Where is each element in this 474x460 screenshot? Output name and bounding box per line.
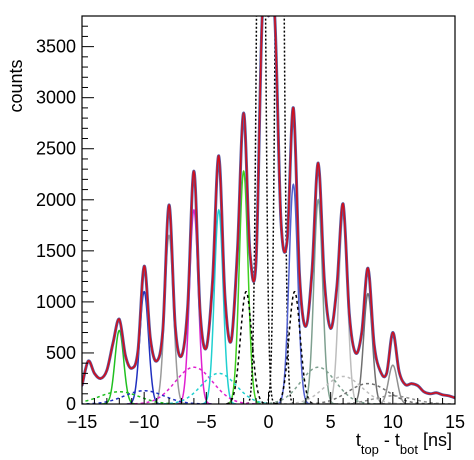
y-axis-title: counts: [6, 59, 26, 112]
background-curve-8: [298, 382, 438, 404]
component-curve-12: [375, 364, 411, 404]
y-tick-label: 3500: [36, 37, 76, 57]
background-curve-4: [226, 291, 266, 404]
background-curve-2: [128, 366, 260, 404]
x-tick-label: −15: [67, 412, 98, 432]
background-curve-5: [274, 291, 315, 404]
component-curve-2: [151, 234, 187, 404]
x-tick-label: −5: [196, 412, 217, 432]
axes: −15 −10 −5 0 5 10 15 0 500 1000 1500 2000 2500 3000 35…: [36, 15, 465, 432]
y-tick-label: 2500: [36, 139, 76, 159]
fit-components: [101, 16, 411, 404]
total-fit: [82, 16, 455, 399]
background-curve-7: [277, 375, 409, 404]
component-curve-4: [201, 208, 237, 404]
x-tick-label: 15: [445, 412, 465, 432]
y-tick-label: 3000: [36, 88, 76, 108]
component-curve-5: [226, 169, 261, 404]
background-curve-6: [257, 366, 379, 404]
background-curve-3: [157, 372, 280, 404]
data-curve: [82, 16, 455, 400]
y-tick-label: 1500: [36, 241, 76, 261]
x-tick-label: −10: [129, 412, 160, 432]
x-tick-label: 5: [326, 412, 336, 432]
component-curve-0: [101, 329, 137, 404]
x-tick-label: 10: [383, 412, 403, 432]
x-tick-label: 0: [263, 412, 273, 432]
y-tick-label: 0: [66, 394, 76, 414]
component-curve-3: [176, 208, 212, 404]
component-curve-8: [275, 183, 311, 404]
y-tick-label: 1000: [36, 292, 76, 312]
total-fit-curve: [82, 16, 455, 399]
component-curve-1: [126, 290, 162, 404]
fit-background-components: [82, 291, 455, 404]
x-axis-title: ttop - tbot [ns]: [356, 430, 452, 457]
component-curve-9: [300, 198, 336, 404]
y-tick-label: 2000: [36, 190, 76, 210]
y-tick-label: 500: [46, 343, 76, 363]
